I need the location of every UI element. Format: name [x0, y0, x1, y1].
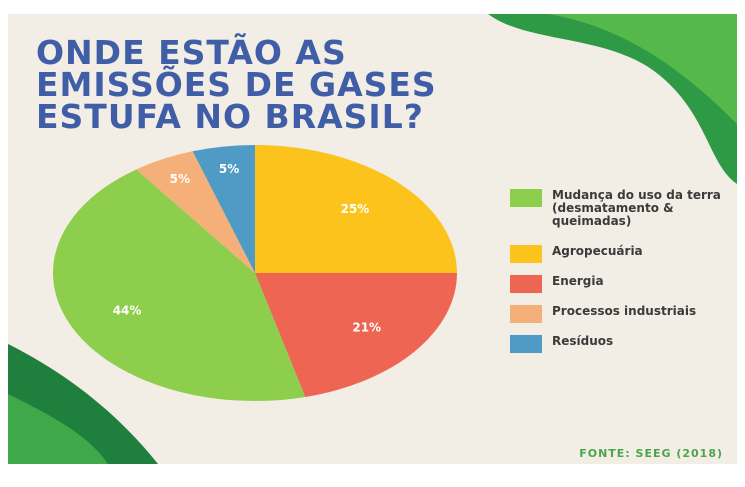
legend-swatch: [510, 275, 542, 293]
legend-label: Agropecuária: [552, 244, 643, 258]
legend-swatch: [510, 305, 542, 323]
legend-swatch: [510, 335, 542, 353]
infographic: 25% 21% 44% 5% 5% ONDE ESTÃO AS EMISSÕES DE G…: [8, 14, 737, 464]
pie-slice: [255, 273, 457, 397]
leaf-decoration: [8, 394, 108, 464]
legend-swatch: [510, 189, 542, 207]
value-label: 25%: [341, 202, 370, 216]
legend-item: Mudança do uso da terra (desmatamento & …: [510, 189, 730, 228]
value-label: 44%: [113, 304, 142, 318]
legend-item: Agropecuária: [510, 244, 730, 263]
source: FONTE: SEEG (2018): [579, 447, 723, 460]
pie-slice: [192, 145, 255, 273]
chart-title: ESTUFA NO BRASIL?: [36, 97, 424, 136]
legend-swatch: [510, 245, 542, 263]
pie-slice: [53, 169, 306, 401]
legend-label: Energia: [552, 274, 604, 288]
pie-slice: [136, 151, 255, 273]
chart-title: EMISSÕES DE GASES: [36, 64, 437, 104]
legend-item: Processos industriais: [510, 304, 730, 323]
value-label: 21%: [352, 320, 381, 334]
chart-title: ONDE ESTÃO AS: [36, 32, 347, 72]
legend-label: Processos industriais: [552, 304, 697, 318]
legend-item: Energia: [510, 274, 730, 293]
leaf-decoration: [548, 14, 737, 124]
legend-label: Resíduos: [552, 334, 614, 348]
pie-slice: [255, 145, 457, 273]
value-label: 5%: [219, 162, 239, 176]
legend-item: Resíduos: [510, 334, 730, 353]
legend-label: Mudança do uso da terra (desmatamento & …: [552, 188, 721, 228]
value-label: 5%: [170, 172, 190, 186]
legend: Mudança do uso da terra (desmatamento & …: [510, 189, 730, 365]
